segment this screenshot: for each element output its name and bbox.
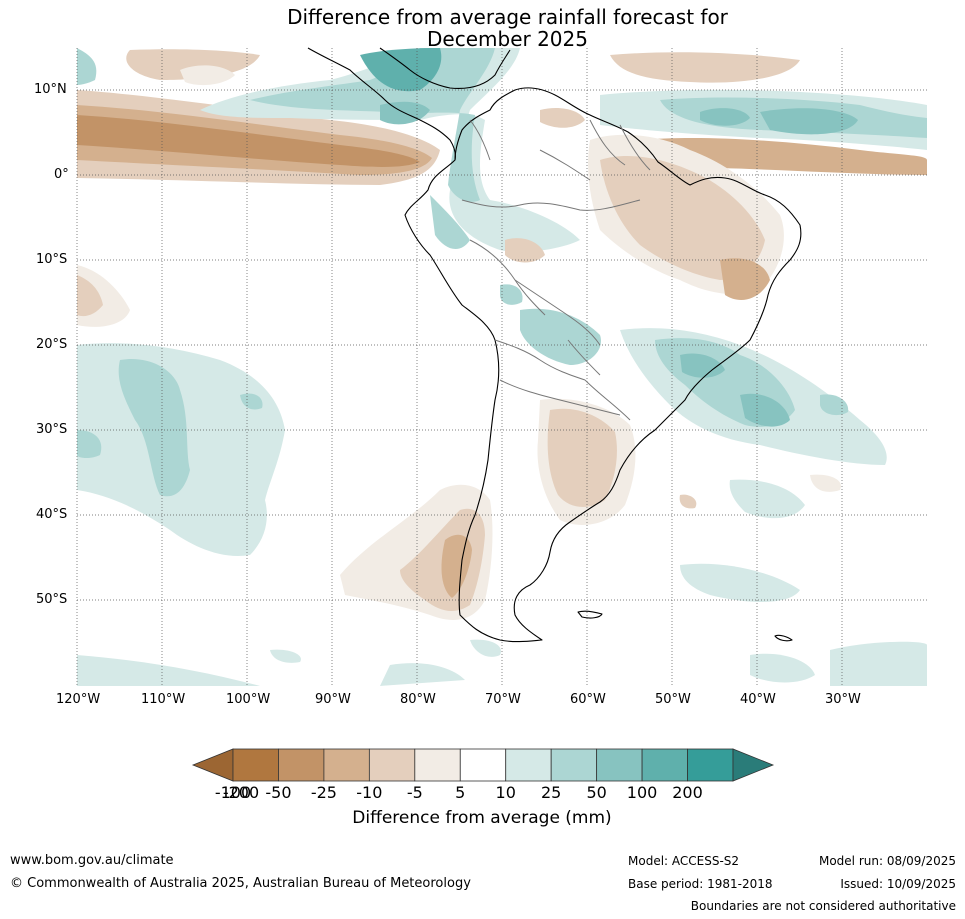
legend-swatch	[278, 748, 325, 782]
central-america-coastline	[307, 47, 456, 161]
legend-tick-label: -100	[214, 783, 252, 802]
legend-swatch	[459, 748, 507, 782]
lon-label-120w: 120°W	[56, 692, 101, 707]
legend-tick-label: -200	[222, 783, 260, 802]
footer-issued: Issued: 10/09/2025	[840, 877, 956, 891]
lon-label-100w: 100°W	[226, 692, 271, 707]
lon-label-70w: 70°W	[485, 692, 521, 707]
coastlines	[307, 47, 802, 643]
footer-model: Model: ACCESS-S2	[628, 854, 740, 868]
lat-label-40s: 40°S	[36, 507, 68, 522]
legend-swatch	[232, 748, 279, 782]
lat-label-10s: 10°S	[36, 252, 68, 267]
wet-anomaly-central-america-core	[250, 48, 495, 202]
legend-tick-label: -5	[406, 783, 423, 802]
lon-label-110w: 110°W	[141, 692, 186, 707]
lon-label-60w: 60°W	[570, 692, 606, 707]
legend-swatch	[596, 748, 643, 782]
map-title-line2: December 2025	[427, 27, 588, 51]
legend-colorbar	[191, 748, 775, 782]
legend-tick-label: -50	[265, 783, 292, 802]
legend-tick-label: 200	[672, 783, 703, 802]
south-america-coastline	[404, 87, 802, 643]
footer-disclaimer: Boundaries are not considered authoritat…	[690, 899, 956, 913]
legend-title: Difference from average (mm)	[352, 808, 612, 828]
map-title-line1: Difference from average rainfall forecas…	[287, 5, 728, 29]
legend-tick-label: 25	[540, 783, 562, 802]
lon-label-50w: 50°W	[655, 692, 691, 707]
country-borders	[461, 119, 651, 421]
legend-arrow-high	[732, 748, 775, 782]
legend-tick-label: 5	[455, 783, 466, 802]
footer-copyright: © Commonwealth of Australia 2025, Austra…	[10, 876, 471, 891]
legend-swatch	[368, 748, 416, 782]
legend-swatch	[414, 748, 461, 782]
lat-label-20s: 20°S	[36, 337, 68, 352]
legend-swatch	[550, 748, 598, 782]
legend-swatch	[323, 748, 370, 782]
lat-label-50s: 50°S	[36, 592, 68, 607]
legend-swatch	[687, 748, 734, 782]
lat-label-30s: 30°S	[36, 422, 68, 437]
legend-tick-label: 100	[626, 783, 658, 802]
legend-tick-label: 10	[495, 783, 516, 802]
footer-website: www.bom.gov.au/climate	[10, 853, 174, 868]
lon-label-90w: 90°W	[315, 692, 351, 707]
lat-label-10n: 10°N	[34, 82, 67, 97]
footer-base-period: Base period: 1981-2018	[628, 877, 773, 891]
lon-label-40w: 40°W	[740, 692, 776, 707]
lat-label-0: 0°	[54, 167, 69, 182]
lon-label-30w: 30°W	[825, 692, 861, 707]
falkland-islands	[577, 610, 603, 619]
legend-arrow-low	[191, 748, 234, 782]
lon-label-80w: 80°W	[400, 692, 436, 707]
legend-tick-label: 50	[586, 783, 607, 802]
legend-tick-label: -25	[310, 783, 337, 802]
legend-swatch	[505, 748, 552, 782]
footer-model-run: Model run: 08/09/2025	[818, 854, 956, 868]
legend-tick-label: -10	[356, 783, 383, 802]
dry-anomaly-pacific-strong	[77, 115, 420, 167]
legend-swatch	[641, 748, 688, 782]
graticule	[76, 48, 927, 686]
